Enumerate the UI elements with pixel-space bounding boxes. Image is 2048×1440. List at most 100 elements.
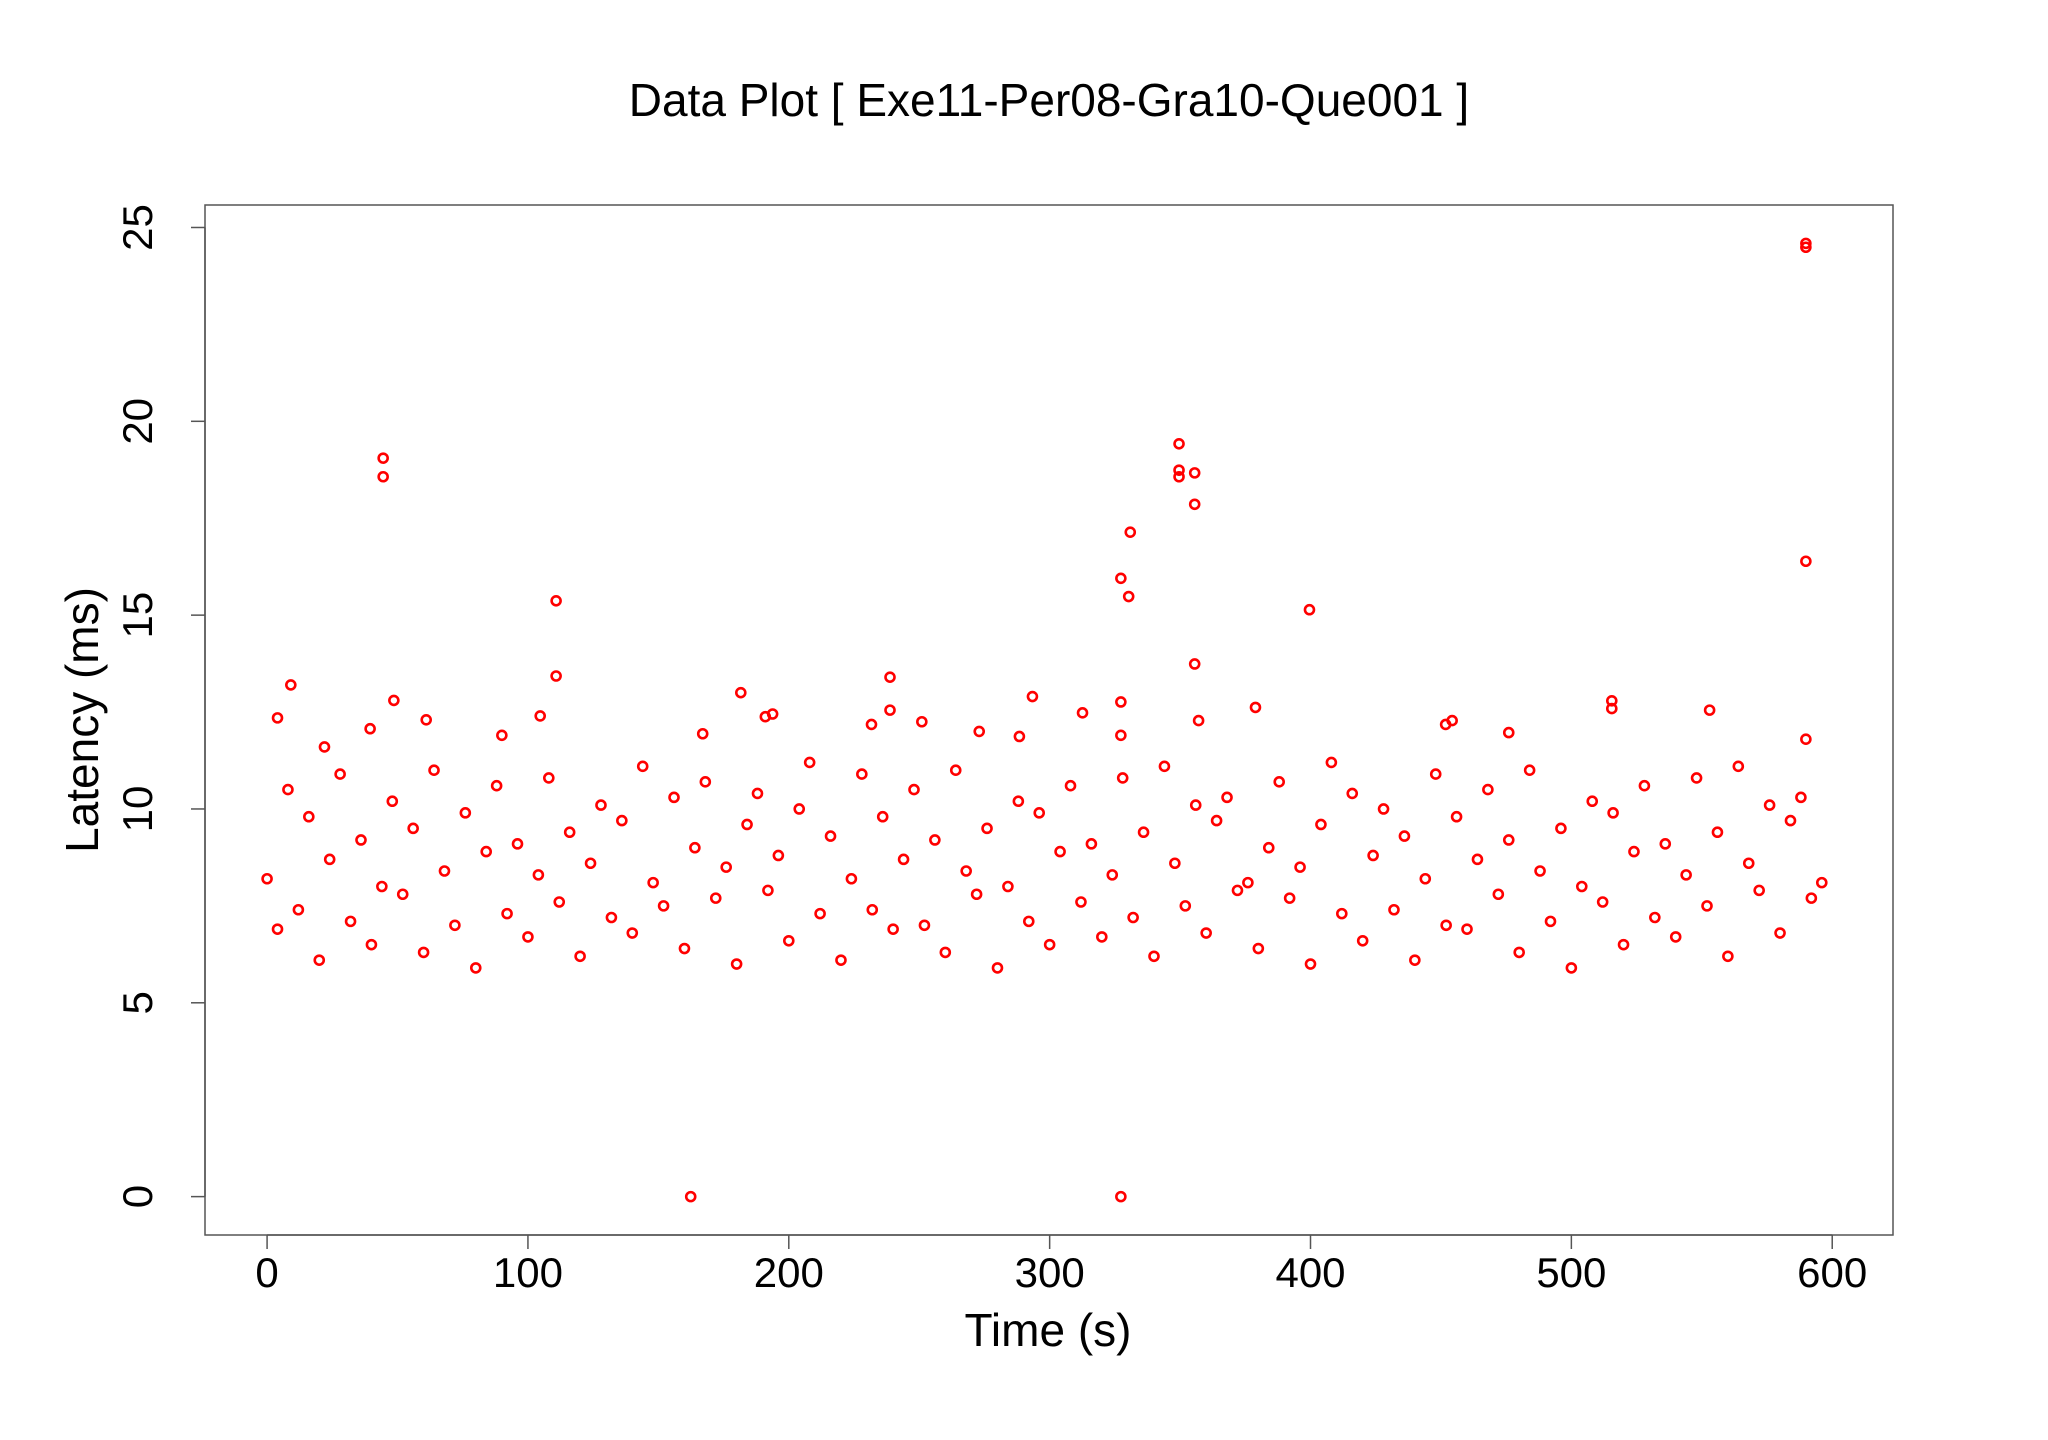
point [1054,845,1066,858]
point [991,962,1004,974]
point [1242,876,1254,889]
point [1188,467,1201,479]
point [657,900,670,912]
point [824,830,837,842]
y-tick-label: 25 [114,204,161,251]
x-tick-label: 300 [1015,1249,1085,1296]
point [1356,934,1369,947]
point [438,865,451,877]
point [970,888,983,901]
point [762,884,774,897]
point [1555,822,1567,835]
point [696,727,709,740]
point [595,799,607,811]
point [1262,841,1275,854]
point [386,795,399,808]
point [699,776,712,788]
point [1124,526,1137,538]
point [939,946,952,959]
point [1315,818,1327,831]
point [1617,938,1630,951]
point [318,741,331,753]
point [814,907,826,920]
point [1575,880,1588,893]
point [741,818,753,831]
point [1304,958,1317,970]
point [835,954,847,966]
point [887,923,899,935]
point [1122,590,1135,603]
y-axis-label: Latency (ms) [56,587,108,853]
point [908,783,920,796]
point [929,834,941,846]
point [626,927,639,939]
point [282,783,294,796]
x-tick-label: 200 [754,1249,824,1296]
point [1638,779,1651,792]
point [1701,900,1713,912]
point [1085,838,1098,850]
point [365,938,378,951]
point [1273,776,1286,788]
point [1482,783,1494,796]
point [1189,799,1202,811]
y-tick-label: 10 [114,786,161,833]
point [1513,946,1525,959]
point [916,715,928,728]
point [1137,826,1150,839]
point [553,896,566,908]
x-tick-label: 100 [493,1249,563,1296]
point [782,934,795,947]
point [449,919,461,932]
point [1669,931,1682,943]
point [1026,690,1039,703]
point [292,903,305,916]
point [1231,884,1244,897]
point [271,712,284,724]
point [1565,962,1578,974]
y-tick-label: 5 [114,991,161,1014]
point [1419,872,1432,885]
point [949,764,962,777]
x-tick-label: 0 [255,1249,278,1296]
point [496,729,508,742]
point [751,787,764,800]
point [1742,857,1755,870]
point [1628,845,1640,858]
point [532,869,545,881]
point [480,845,493,858]
point [981,822,993,835]
point [720,861,732,873]
point [1252,942,1265,955]
point [1586,795,1599,808]
point [960,865,972,877]
point [469,962,482,974]
point [1188,498,1201,511]
point [689,841,701,854]
point [323,853,336,866]
point [1450,810,1463,823]
point [1607,807,1619,819]
point [1659,838,1672,850]
point [1800,733,1812,745]
point [709,892,722,904]
y-tick-label: 0 [114,1185,161,1208]
point [1188,658,1201,670]
point [1249,701,1262,714]
point [1200,927,1212,939]
point [1429,768,1442,780]
point [407,822,419,835]
point [271,923,284,935]
point [420,714,433,726]
x-tick-label: 400 [1275,1249,1345,1296]
point [1303,603,1316,616]
point [1148,950,1160,963]
point [636,760,649,773]
point [522,931,534,943]
point [1800,241,1812,254]
point [550,670,562,682]
point [1388,903,1400,916]
point [1605,702,1618,715]
point [1523,764,1536,777]
point [563,826,576,839]
